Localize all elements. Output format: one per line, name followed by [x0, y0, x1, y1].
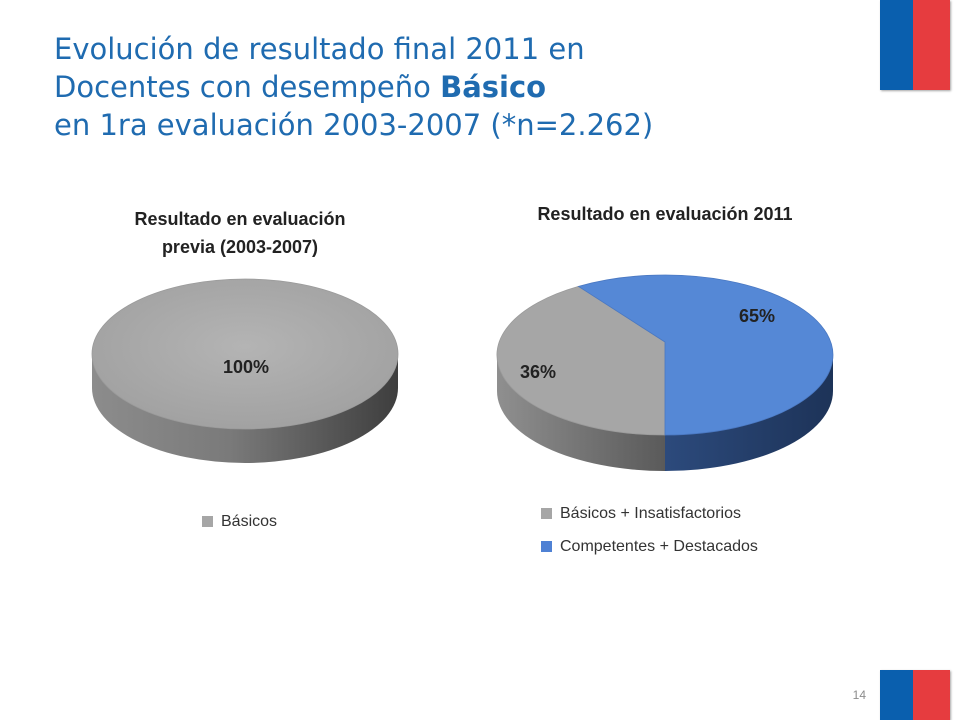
chart-2-title: Resultado en evaluación 2011 — [537, 204, 793, 224]
chart-2-legend: Básicos + Insatisfactorios Competentes +… — [541, 497, 758, 563]
flag-blue-stripe — [880, 0, 913, 90]
pie-1-slice-side — [92, 354, 398, 463]
flag-logo-top — [880, 0, 950, 90]
chart-1-title-line-1: Resultado en evaluación — [134, 209, 346, 229]
flag-logo-bottom — [880, 670, 950, 720]
title-emphasis: Básico — [440, 70, 547, 104]
legend-swatch — [541, 541, 552, 552]
pie-2-slice-basicos-insatisfactorios — [496, 285, 666, 436]
page-number: 14 — [852, 688, 866, 702]
pie-2-slice-side-blue — [665, 355, 833, 471]
pie-2-data-label-gray: 36% — [520, 362, 556, 382]
title-line-3: en 1ra evaluación 2003-2007 (*n=2.262) — [54, 108, 654, 142]
legend-swatch — [541, 508, 552, 519]
legend-label: Competentes + Destacados — [560, 537, 758, 555]
pie-1-data-label: 100% — [223, 357, 269, 377]
slide-title: Evolución de resultado final 2011 en Doc… — [54, 30, 854, 144]
legend-item-basicos-insatisfactorios: Básicos + Insatisfactorios — [541, 497, 758, 530]
pie-chart-1: 100% — [91, 278, 399, 463]
legend-label: Básicos + Insatisfactorios — [560, 504, 741, 522]
legend-label: Básicos — [221, 512, 278, 530]
pie-2-slice-side-gray — [497, 355, 665, 471]
flag-blue-stripe — [880, 670, 913, 720]
legend-item-basicos: Básicos — [202, 505, 277, 538]
chart-1-title: Resultado en evaluación previa (2003-200… — [90, 205, 390, 261]
flag-red-stripe — [913, 670, 950, 720]
pie-1-slice-basicos — [91, 278, 399, 430]
legend-item-competentes-destacados: Competentes + Destacados — [541, 530, 758, 563]
chart-1-legend: Básicos — [202, 505, 277, 538]
legend-swatch — [202, 516, 213, 527]
title-line-2-text: Docentes con desempeño — [54, 70, 441, 104]
chart-1-title-line-2: previa (2003-2007) — [161, 237, 319, 257]
title-line-1: Evolución de resultado final 2011 en — [54, 32, 585, 66]
title-line-2: Docentes con desempeño Básico — [54, 68, 854, 106]
flag-red-stripe — [913, 0, 950, 90]
pie-2-slice-competentes-destacados — [577, 274, 834, 436]
pie-2-data-label-blue: 65% — [739, 306, 775, 326]
pie-chart-2: 36% 65% — [496, 274, 834, 471]
